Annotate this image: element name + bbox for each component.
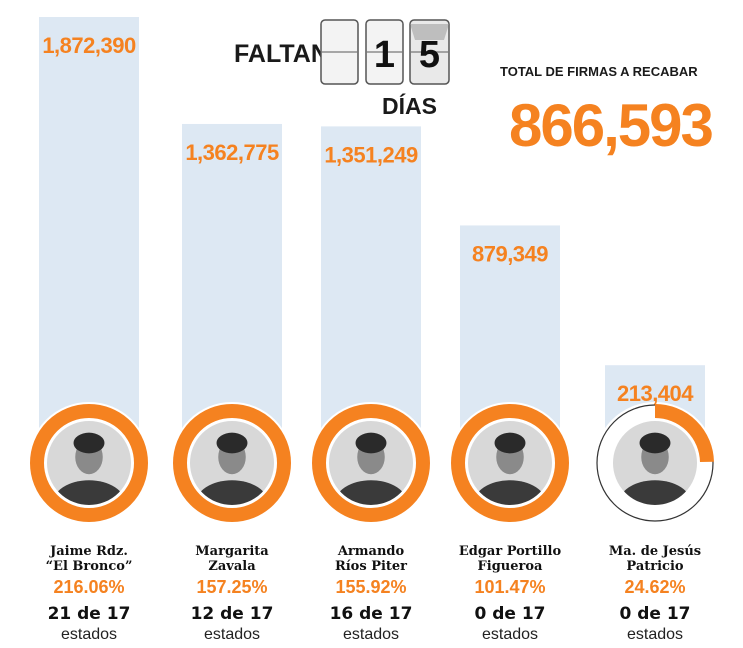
- faltan-label: FALTAN: [234, 40, 329, 68]
- flip-card-3: 5: [409, 19, 450, 85]
- candidate-name-line: Zavala: [208, 559, 256, 574]
- dias-label: DÍAS: [382, 92, 437, 119]
- circles-layer: [28, 402, 716, 524]
- states-word-label: estados: [482, 626, 538, 643]
- flip-digit-3: 5: [419, 34, 440, 76]
- bar-value-label: 879,349: [472, 241, 548, 266]
- total-value: 866,593: [509, 92, 713, 159]
- total-label: TOTAL DE FIRMAS A RECABAR: [500, 64, 698, 79]
- candidate-name-line: Margarita: [195, 544, 269, 559]
- bar-value-label: 213,404: [617, 381, 694, 406]
- states-count-label: 0 de 17: [474, 604, 545, 624]
- bar: [321, 126, 421, 450]
- flip-card-2: 1: [365, 19, 404, 85]
- bar-value-label: 1,362,775: [185, 140, 279, 165]
- states-count-label: 21 de 17: [48, 604, 131, 624]
- progress-ring: [30, 404, 148, 522]
- percent-label: 101.47%: [474, 577, 545, 597]
- candidate-name-line: Figueroa: [478, 559, 544, 574]
- bar: [182, 123, 282, 450]
- states-count-label: 12 de 17: [191, 604, 274, 624]
- candidate-name-line: “El Bronco”: [46, 559, 133, 574]
- candidate-circle: [449, 402, 571, 524]
- percent-label: 24.62%: [624, 577, 685, 597]
- candidate-name-line: Edgar Portillo: [459, 544, 562, 559]
- person-photo: [46, 420, 132, 506]
- candidate-name-line: Ma. de Jesús: [609, 544, 701, 559]
- progress-ring: [451, 404, 569, 522]
- person-photo: [467, 420, 553, 506]
- bar-value-label: 1,351,249: [324, 142, 418, 167]
- labels-layer: 1,872,390 Jaime Rdz.“El Bronco” 216.06% 21 …: [42, 33, 701, 643]
- total-block: TOTAL DE FIRMAS A RECABAR 866,593: [500, 64, 715, 159]
- bar: [39, 17, 139, 450]
- progress-ring: [596, 404, 714, 522]
- percent-label: 216.06%: [53, 577, 124, 597]
- percent-label: 155.92%: [335, 577, 406, 597]
- bar-value-label: 1,872,390: [42, 33, 136, 58]
- states-count-label: 0 de 17: [619, 604, 690, 624]
- candidate-circle: [28, 402, 150, 524]
- states-word-label: estados: [343, 626, 399, 643]
- candidate-name-line: Ríos Piter: [335, 559, 407, 574]
- candidate-circle: [310, 402, 432, 524]
- states-word-label: estados: [627, 626, 683, 643]
- candidate-name-line: Jaime Rdz.: [49, 544, 128, 559]
- candidate-circle: [171, 402, 293, 524]
- person-photo: [612, 420, 698, 506]
- candidate-name-line: Patricio: [626, 559, 683, 574]
- candidate-name-line: Armando: [337, 544, 405, 559]
- flip-digit-2: 1: [374, 34, 395, 76]
- states-word-label: estados: [61, 626, 117, 643]
- person-photo: [328, 420, 414, 506]
- states-count-label: 16 de 17: [330, 604, 413, 624]
- candidate-circle: [594, 402, 716, 524]
- person-photo: [189, 420, 275, 506]
- flip-card-1: [320, 19, 359, 85]
- countdown: FALTAN 1 5 DÍAS: [234, 19, 450, 119]
- progress-ring: [173, 404, 291, 522]
- progress-ring: [312, 404, 430, 522]
- percent-label: 157.25%: [196, 577, 267, 597]
- states-word-label: estados: [204, 626, 260, 643]
